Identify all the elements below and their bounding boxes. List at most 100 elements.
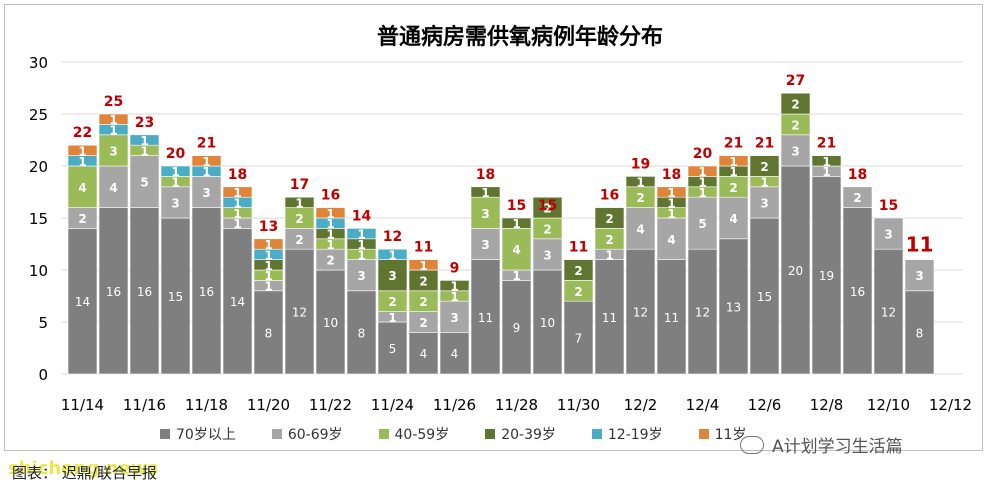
segment-value-label: 1 [264,280,272,294]
wechat-icon [740,435,764,454]
legend: 70岁以上 60-69岁 40-59岁 20-39岁 12-19岁 11岁 [160,424,782,444]
segment-value-label: 4 [78,181,86,195]
segment-value-label: 1 [326,228,334,242]
bar-segment [780,134,811,167]
bar-segment [408,332,439,375]
segment-value-label: 1 [326,238,334,252]
total-value-label: 21 [755,136,774,152]
segment-value-label: 3 [543,248,551,262]
y-tick-label: 5 [38,314,48,332]
segment-value-label: 3 [357,269,365,283]
segment-value-label: 2 [419,295,427,309]
segment-value-label: 1 [636,176,644,190]
segment-value-label: 1 [140,134,148,148]
segment-value-label: 2 [574,264,582,278]
total-value-label: 23 [135,115,154,131]
watermark-right-text: A计划学习生活篇 [772,437,903,457]
segment-value-label: 1 [264,248,272,262]
segment-value-label: 5 [389,342,397,356]
segment-value-label: 19 [819,269,834,283]
bar-segment [439,300,470,333]
bar-segment [377,248,408,260]
bar-segment [98,134,129,167]
segment-value-label: 1 [202,155,210,169]
segment-value-label: 4 [109,181,117,195]
segment-value-label: 3 [791,144,799,158]
segment-value-label: 2 [78,212,86,226]
bar-segment [501,228,532,271]
legend-label: 60-69岁 [287,427,343,443]
total-value-label: 11 [906,233,934,257]
segment-value-label: 3 [202,186,210,200]
legend-item: 70岁以上 [160,424,236,444]
total-value-label: 20 [166,146,186,162]
bar-segment [222,186,253,198]
x-tick-label: 11/30 [557,396,600,414]
bar-segment [470,186,501,198]
bar-segment [718,196,749,240]
total-value-label: 9 [450,260,460,276]
segment-value-label: 1 [667,196,675,210]
segment-value-label: 1 [357,228,365,242]
bar-segment [315,207,346,219]
bar-segment [222,228,253,375]
bar-segment [532,269,563,375]
segment-value-label: 3 [388,269,396,283]
segment-value-label: 1 [140,144,148,158]
total-value-label: 21 [724,136,743,152]
bar-segment [253,238,284,250]
x-tick-label: 11/20 [247,396,290,414]
bar-segment [98,113,129,125]
segment-value-label: 2 [543,222,551,236]
total-value-label: 18 [228,167,247,183]
segment-value-label: 2 [326,254,334,268]
bar-segment [439,280,470,292]
segment-value-label: 2 [574,285,582,299]
bar-segment [749,186,780,219]
total-value-label: 14 [352,208,372,224]
segment-value-label: 2 [605,212,613,226]
bar-segment [687,196,718,250]
segment-value-label: 3 [450,311,458,325]
image-caption: 图表： 迟鼎/联合早报 [12,464,157,482]
x-tick-label: 11/14 [61,396,104,414]
bar-segment [439,332,470,375]
segment-value-label: 14 [230,295,245,309]
segment-value-label: 11 [602,311,617,325]
bar-segment [532,238,563,271]
segment-value-label: 3 [481,238,489,252]
segment-value-label: 9 [513,321,521,335]
bar-segment [594,259,625,375]
segment-value-label: 5 [698,217,706,231]
watermark-left: shicheng.news [8,458,159,479]
bar-segment [842,207,873,375]
segment-value-label: 1 [698,176,706,190]
segment-value-label: 3 [884,228,892,242]
segment-value-label: 1 [78,155,86,169]
legend-swatch [591,429,602,439]
segment-value-label: 1 [357,248,365,262]
segment-value-label: 8 [265,326,273,340]
total-value-label: 21 [817,136,836,152]
segment-value-label: 2 [388,295,396,309]
segment-value-label: 1 [698,186,706,200]
segment-value-label: 14 [75,295,90,309]
total-value-label: 18 [848,167,867,183]
legend-item: 40-59岁 [378,424,449,444]
legend-item: 12-19岁 [591,424,663,444]
bar-segment [160,217,191,375]
bar-segment [873,248,904,375]
bar-segment [284,248,315,375]
segment-value-label: 10 [323,316,338,330]
x-tick-label: 12/12 [929,396,972,414]
bar-segment [780,92,811,115]
segment-value-label: 1 [388,311,396,325]
segment-value-label: 11 [664,311,679,325]
segment-value-label: 4 [420,347,428,361]
segment-value-label: 1 [481,186,489,200]
segment-value-label: 1 [295,196,303,210]
total-value-label: 18 [476,167,495,183]
legend-swatch [485,429,496,439]
x-tick-label: 11/26 [433,396,476,414]
total-value-label: 27 [786,73,805,89]
